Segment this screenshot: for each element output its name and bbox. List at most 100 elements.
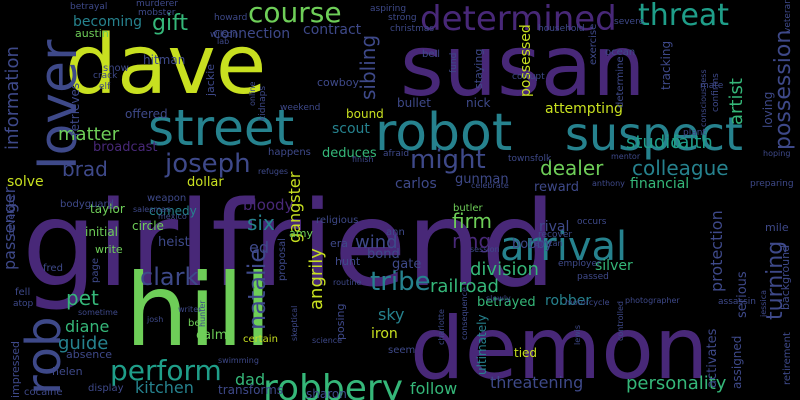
word-angrily: angrily <box>306 248 327 310</box>
word-threat: threat <box>638 0 729 33</box>
word-celebrate: celebrate <box>471 181 509 190</box>
word-aspiring: aspiring <box>370 4 406 14</box>
word-betrayed: betrayed <box>477 295 536 310</box>
word-weapon: weapon <box>147 193 186 204</box>
word-becoming: becoming <box>73 14 142 30</box>
word-matter: matter <box>58 124 120 145</box>
word-initial: initial <box>85 225 118 239</box>
word-contract: contract <box>303 22 362 38</box>
word-offered: offered <box>125 107 168 121</box>
word-gangster: gangster <box>285 171 304 243</box>
word-mentor: mentor <box>611 152 641 161</box>
word-tied: tied <box>514 346 537 360</box>
word-online: online <box>248 82 257 106</box>
word-wilson: wilson <box>210 30 238 40</box>
word-fund: fund <box>449 53 459 73</box>
word-artist: artist <box>726 78 747 125</box>
word-lewis: lewis <box>573 325 582 345</box>
word-atop: atop <box>13 299 34 309</box>
word-snow: snow <box>103 63 129 74</box>
word-cocaine: cocaine <box>24 387 63 398</box>
word-division: division <box>470 259 539 280</box>
word-broadcast: broadcast <box>93 140 157 155</box>
word-jackie: jackie <box>204 64 217 97</box>
word-gunman: gunman <box>455 172 509 187</box>
word-bond: bond <box>367 247 400 262</box>
word-solve: solve <box>7 174 44 190</box>
word-follow: follow <box>410 379 457 398</box>
word-bound: bound <box>346 107 384 121</box>
word-iron: iron <box>371 326 398 342</box>
word-hunt: hunt <box>335 255 361 268</box>
word-suspect: suspect <box>565 107 743 161</box>
word-passed: passed <box>577 272 609 282</box>
word-might: might <box>410 145 486 175</box>
word-era: era <box>330 237 348 250</box>
word-recover: recover <box>538 230 572 240</box>
word-rob: rob <box>16 316 72 395</box>
word-weekend: weekend <box>280 103 320 113</box>
word-circle: circle <box>132 219 164 233</box>
word-ann: ann <box>386 227 405 238</box>
word-display: display <box>88 383 124 394</box>
word-bullet: bullet <box>397 96 431 110</box>
word-robber: robber <box>545 293 591 309</box>
word-tracking: tracking <box>659 41 673 90</box>
word-joseph: joseph <box>164 149 251 179</box>
word-gate: gate <box>392 257 421 272</box>
word-tribe: tribe <box>370 267 431 297</box>
word-sometime: sometime <box>78 308 118 317</box>
word-employer: employer <box>558 259 601 269</box>
word-elf: elf <box>99 82 111 92</box>
word-diane: diane <box>65 317 109 336</box>
word-jessica: jessica <box>759 290 768 318</box>
word-loving: loving <box>761 92 775 128</box>
word-reward: reward <box>534 180 579 195</box>
word-consequence: consequence <box>460 287 469 340</box>
word-ocean: ocean <box>605 47 635 58</box>
word-sibling: sibling <box>356 35 380 100</box>
word-hitman: hitman <box>143 53 185 67</box>
word-page: page <box>90 258 101 283</box>
word-mile: mile <box>765 221 789 234</box>
word-determine: determine <box>615 56 626 108</box>
word-dave: dave <box>65 18 266 113</box>
word-studio: studio <box>626 132 681 153</box>
word-hoping: hoping <box>763 149 790 158</box>
word-amy: amy <box>289 227 313 240</box>
word-african: african <box>535 239 563 248</box>
word-sky: sky <box>378 305 405 324</box>
word-betrayal: betrayal <box>70 2 107 12</box>
word-guide: guide <box>58 333 108 354</box>
word-financial: financial <box>630 176 689 192</box>
word-kitchen: kitchen <box>135 378 194 397</box>
word-threatening: threatening <box>490 373 583 392</box>
word-rival: rival <box>539 219 569 235</box>
word-session: session <box>470 245 500 254</box>
word-attempting: attempting <box>545 101 623 117</box>
word-murderer: murderer <box>136 0 178 9</box>
word-butler: butler <box>453 203 484 214</box>
word-bet: bet <box>188 318 205 329</box>
word-impressed: impressed <box>9 341 22 398</box>
word-certain: certain <box>243 334 278 345</box>
word-ultimately: ultimately <box>475 314 489 375</box>
word-arrival: arrival <box>500 224 627 270</box>
word-robbery: robbery <box>263 368 403 400</box>
word-serious: serious <box>735 271 750 318</box>
word-mate: mate <box>700 81 724 91</box>
word-silver: silver <box>595 258 633 274</box>
word-sharon: sharon <box>306 387 347 400</box>
word-helen: helen <box>52 365 83 378</box>
word-plant: plant <box>683 128 706 138</box>
word-possessed: possessed <box>518 24 534 97</box>
word-ed: ed <box>249 238 269 257</box>
word-proposal: proposal <box>277 238 288 281</box>
word-taylor: taylor <box>90 202 125 216</box>
word-activates: activates <box>705 328 720 388</box>
word-information: information <box>2 46 23 150</box>
word-turning: turning <box>763 241 788 320</box>
word-mexico: mexico <box>158 212 187 221</box>
word-charlotte: charlotte <box>437 309 446 345</box>
